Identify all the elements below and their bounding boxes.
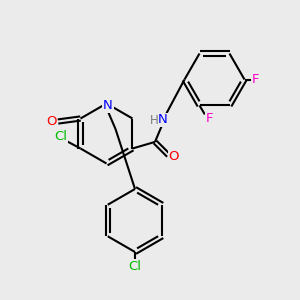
Text: F: F — [206, 112, 213, 124]
Text: Cl: Cl — [128, 260, 142, 273]
Text: O: O — [46, 115, 57, 128]
Text: N: N — [158, 113, 168, 126]
Text: F: F — [252, 73, 260, 86]
Text: O: O — [169, 150, 179, 164]
Text: N: N — [103, 99, 113, 112]
Text: Cl: Cl — [55, 130, 68, 143]
Text: H: H — [150, 114, 158, 128]
